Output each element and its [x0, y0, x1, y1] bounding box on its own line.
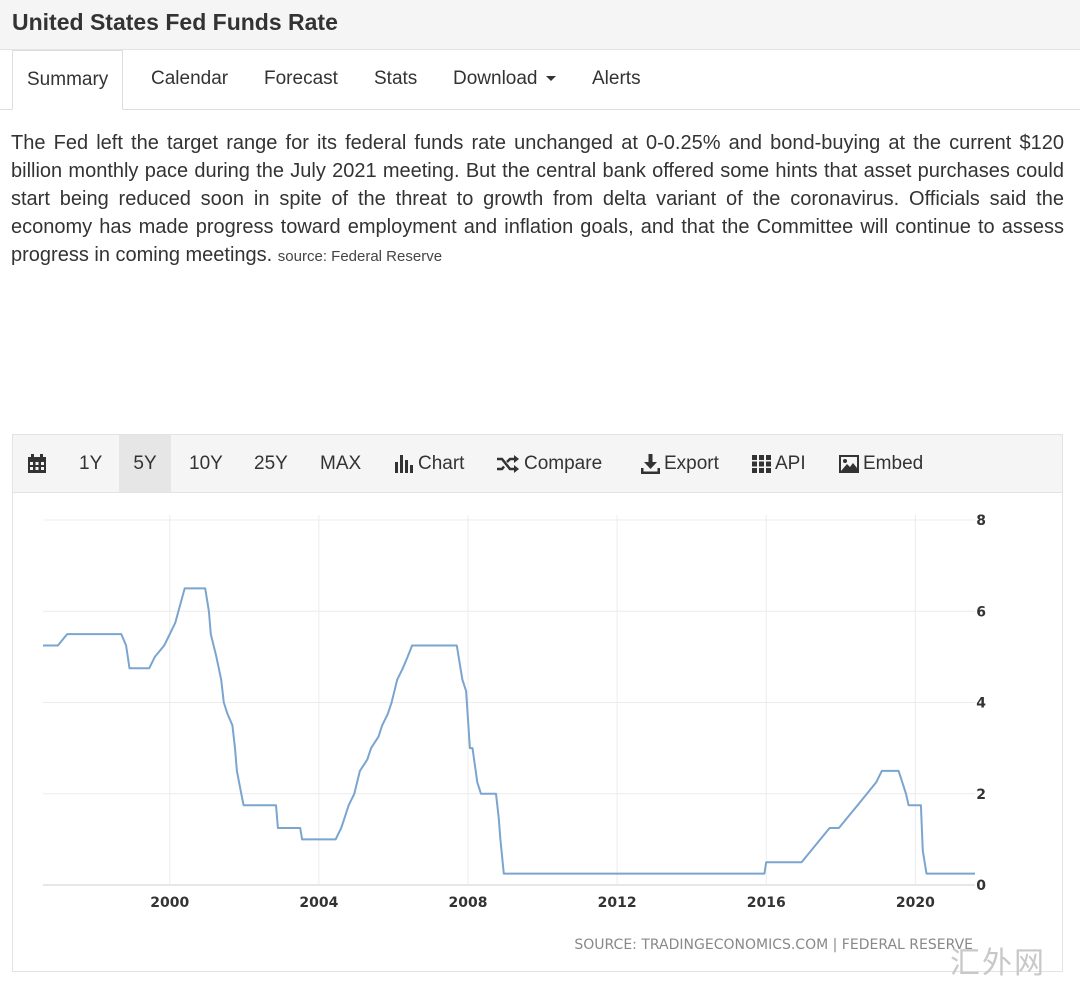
y-tick-label: 8 — [976, 513, 986, 529]
range-max-label: MAX — [320, 453, 362, 474]
range-25y-label: 25Y — [254, 453, 288, 474]
api-label: API — [775, 453, 806, 474]
watermark-logo: 汇外网 — [950, 947, 1046, 980]
export-label: Export — [664, 453, 719, 474]
tab-forecast-label: Forecast — [264, 68, 338, 89]
grid-icon — [752, 454, 771, 473]
compare-button[interactable]: Compare — [496, 435, 602, 492]
rate-series-line — [43, 587, 975, 875]
x-tick-label: 2000 — [150, 895, 189, 911]
bar-chart-icon — [395, 454, 414, 473]
shuffle-icon — [496, 454, 520, 473]
range-25y-button[interactable]: 25Y — [254, 435, 288, 492]
range-max-button[interactable]: MAX — [320, 435, 361, 492]
tab-calendar[interactable]: Calendar — [151, 50, 228, 110]
page-title: United States Fed Funds Rate — [12, 9, 338, 35]
y-tick-label: 2 — [976, 787, 986, 803]
compare-label: Compare — [524, 453, 603, 474]
range-1y-button[interactable]: 1Y — [79, 435, 102, 492]
range-1y-label: 1Y — [79, 453, 103, 474]
title-bar: United States Fed Funds Rate — [0, 0, 1080, 50]
description-text: The Fed left the target range for its fe… — [11, 132, 1064, 266]
chart-type-label: Chart — [418, 453, 465, 474]
tab-download-label: Download — [453, 68, 538, 89]
embed-label: Embed — [863, 453, 924, 474]
x-tick-label: 2020 — [896, 895, 935, 911]
tab-download[interactable]: Download — [453, 50, 556, 110]
image-icon — [839, 454, 859, 473]
chart-type-button[interactable]: Chart — [395, 435, 464, 492]
x-tick-label: 2008 — [449, 895, 488, 911]
tab-alerts-label: Alerts — [592, 68, 641, 89]
range-5y-button[interactable]: 5Y — [119, 435, 171, 492]
api-button[interactable]: API — [752, 435, 806, 492]
x-tick-label: 2012 — [598, 895, 637, 911]
tab-summary[interactable]: Summary — [12, 50, 124, 110]
nav-tabs: Summary Calendar Forecast Stats Download… — [0, 50, 1080, 110]
range-5y-label: 5Y — [133, 453, 157, 474]
tab-alerts[interactable]: Alerts — [592, 50, 641, 110]
tab-stats[interactable]: Stats — [374, 50, 417, 110]
caret-down-icon — [545, 76, 556, 82]
tab-calendar-label: Calendar — [151, 68, 229, 89]
tab-stats-label: Stats — [374, 68, 418, 89]
range-10y-label: 10Y — [189, 453, 223, 474]
fed-funds-rate-chart: 0 2 4 6 8 2000 2004 2008 2012 2016 2020 SOURCE: TR… — [43, 513, 986, 953]
tab-forecast[interactable]: Forecast — [264, 50, 338, 110]
y-tick-label: 4 — [976, 696, 986, 712]
y-tick-label: 6 — [976, 604, 986, 620]
download-icon — [641, 453, 660, 474]
tab-summary-label: Summary — [27, 69, 109, 90]
y-tick-label: 0 — [976, 878, 986, 894]
calendar-button[interactable] — [27, 435, 51, 492]
embed-button[interactable]: Embed — [839, 435, 923, 492]
summary-description: The Fed left the target range for its fe… — [11, 129, 1064, 271]
export-button[interactable]: Export — [641, 435, 719, 492]
description-source: source: Federal Reserve — [277, 248, 443, 265]
x-tick-label: 2004 — [299, 895, 338, 911]
range-10y-button[interactable]: 10Y — [189, 435, 223, 492]
chart-panel: 1Y 5Y 10Y 25Y MAX Chart Compare Export A… — [12, 434, 1063, 972]
calendar-icon — [27, 453, 47, 474]
chart-toolbar: 1Y 5Y 10Y 25Y MAX Chart Compare Export A… — [13, 435, 1062, 493]
x-tick-label: 2016 — [747, 895, 786, 911]
chart-source-label: SOURCE: TRADINGECONOMICS.COM | FEDERAL R… — [574, 937, 973, 953]
